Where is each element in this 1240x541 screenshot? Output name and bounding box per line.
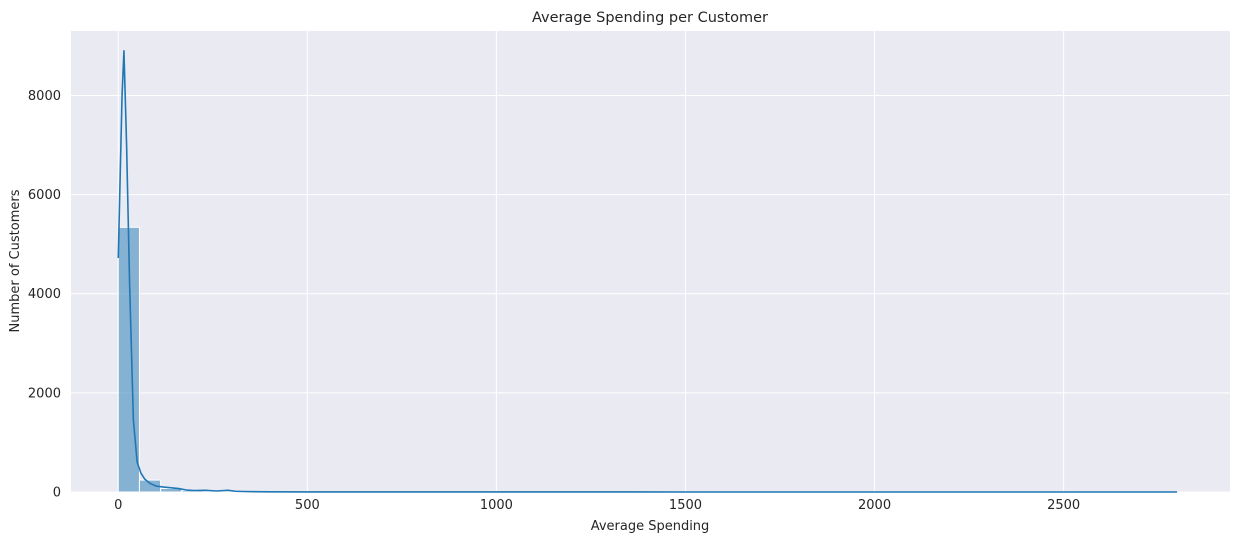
x-axis-label: Average Spending bbox=[591, 519, 710, 534]
plot-background bbox=[71, 31, 1230, 492]
kde-layer bbox=[117, 50, 1178, 493]
x-tick-label: 500 bbox=[295, 498, 320, 513]
y-tick-label: 6000 bbox=[28, 188, 61, 203]
kde-line bbox=[117, 50, 1178, 493]
chart-title: Average Spending per Customer bbox=[532, 10, 768, 26]
x-tick-label: 1500 bbox=[669, 498, 702, 513]
x-tick-label: 0 bbox=[114, 498, 122, 513]
x-tick-label: 2500 bbox=[1047, 498, 1080, 513]
y-tick-label: 8000 bbox=[28, 89, 61, 104]
x-tick-label: 1000 bbox=[480, 498, 513, 513]
y-tick-label: 0 bbox=[53, 486, 61, 501]
x-tick-label: 2000 bbox=[858, 498, 891, 513]
y-tick-label: 2000 bbox=[28, 386, 61, 401]
y-tick-label: 4000 bbox=[28, 287, 61, 302]
y-axis-label: Number of Customers bbox=[8, 189, 23, 332]
tick-labels: 0 500 1000 1500 2000 2500 0 2000 4000 6000 8000 bbox=[28, 89, 1080, 513]
